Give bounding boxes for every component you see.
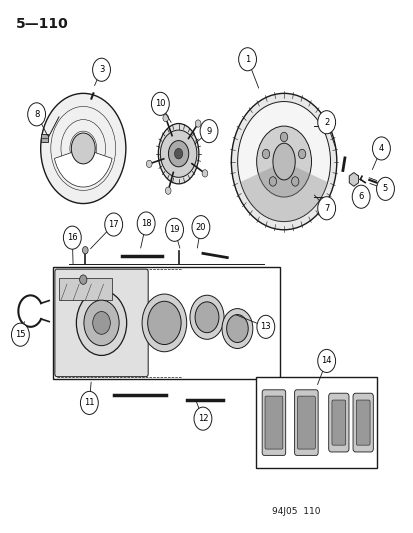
Bar — [40, 134, 48, 142]
Circle shape — [317, 350, 335, 373]
Circle shape — [137, 212, 155, 235]
Text: 17: 17 — [108, 220, 119, 229]
Wedge shape — [55, 149, 112, 187]
Circle shape — [351, 185, 369, 208]
Circle shape — [165, 187, 171, 195]
FancyBboxPatch shape — [294, 390, 317, 455]
Text: 13: 13 — [260, 322, 271, 332]
Text: 2: 2 — [323, 118, 328, 127]
FancyBboxPatch shape — [53, 266, 279, 379]
Polygon shape — [349, 173, 358, 186]
Circle shape — [79, 275, 87, 284]
Circle shape — [238, 48, 256, 71]
FancyBboxPatch shape — [255, 377, 377, 469]
Circle shape — [162, 115, 168, 122]
Circle shape — [280, 132, 287, 142]
Circle shape — [256, 316, 274, 338]
Circle shape — [190, 295, 223, 340]
Text: 19: 19 — [169, 225, 179, 235]
FancyBboxPatch shape — [331, 400, 345, 445]
Circle shape — [195, 302, 218, 333]
Circle shape — [194, 407, 211, 430]
Circle shape — [151, 92, 169, 116]
Circle shape — [268, 177, 276, 186]
Circle shape — [71, 133, 95, 164]
Circle shape — [174, 149, 182, 159]
Circle shape — [82, 247, 88, 254]
FancyBboxPatch shape — [328, 393, 348, 452]
Circle shape — [237, 102, 330, 222]
Text: 18: 18 — [140, 219, 151, 228]
Ellipse shape — [158, 124, 198, 184]
Circle shape — [165, 218, 183, 241]
Circle shape — [195, 120, 201, 127]
Circle shape — [63, 226, 81, 249]
Text: 14: 14 — [320, 357, 331, 366]
Circle shape — [104, 213, 122, 236]
Circle shape — [84, 300, 119, 346]
Text: 1: 1 — [244, 55, 249, 64]
Circle shape — [221, 309, 252, 349]
Circle shape — [199, 119, 217, 143]
Circle shape — [80, 391, 98, 415]
Text: 9: 9 — [206, 127, 211, 135]
Circle shape — [226, 314, 248, 343]
Circle shape — [376, 177, 394, 200]
Text: 10: 10 — [155, 99, 165, 108]
Circle shape — [76, 290, 126, 356]
Circle shape — [291, 177, 298, 186]
Circle shape — [317, 197, 335, 220]
Text: 20: 20 — [195, 223, 206, 232]
FancyBboxPatch shape — [55, 269, 148, 377]
Text: 4: 4 — [378, 144, 383, 153]
FancyBboxPatch shape — [352, 393, 373, 452]
Text: 7: 7 — [323, 204, 329, 213]
Circle shape — [93, 311, 110, 334]
Circle shape — [146, 160, 152, 167]
Text: 3: 3 — [99, 65, 104, 74]
Circle shape — [93, 58, 110, 82]
FancyBboxPatch shape — [356, 400, 369, 445]
Text: 5: 5 — [382, 184, 387, 193]
Text: 11: 11 — [84, 398, 95, 407]
Text: 94J05  110: 94J05 110 — [271, 507, 320, 516]
Text: 12: 12 — [197, 414, 208, 423]
Text: 8: 8 — [34, 110, 39, 119]
Circle shape — [192, 216, 209, 239]
Text: 15: 15 — [15, 330, 26, 339]
Circle shape — [28, 103, 45, 126]
Text: 16: 16 — [67, 233, 78, 242]
Circle shape — [256, 126, 311, 197]
Text: 6: 6 — [358, 192, 363, 201]
Circle shape — [147, 301, 181, 344]
Wedge shape — [240, 161, 327, 222]
Circle shape — [202, 169, 207, 177]
Circle shape — [372, 137, 389, 160]
FancyBboxPatch shape — [264, 396, 282, 449]
Bar — [59, 278, 112, 301]
Circle shape — [40, 93, 126, 204]
Text: 5—110: 5—110 — [16, 17, 69, 31]
Circle shape — [142, 294, 186, 352]
Ellipse shape — [272, 143, 294, 180]
Circle shape — [12, 323, 29, 346]
Circle shape — [231, 93, 336, 230]
FancyBboxPatch shape — [297, 396, 315, 449]
Circle shape — [160, 130, 197, 177]
FancyBboxPatch shape — [261, 390, 285, 455]
Circle shape — [298, 149, 305, 159]
Circle shape — [262, 149, 269, 159]
Circle shape — [168, 141, 188, 167]
Circle shape — [317, 111, 335, 134]
